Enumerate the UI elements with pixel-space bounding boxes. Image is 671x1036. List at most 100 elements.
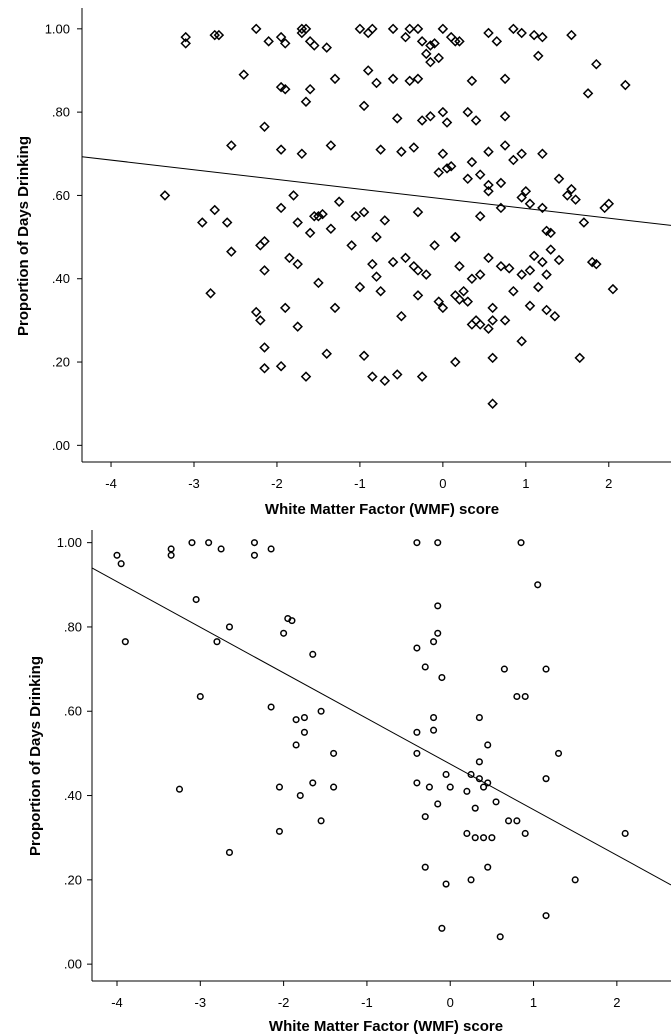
data-point [279,302,291,314]
data-point [238,69,250,80]
data-point [495,202,507,214]
data-point [275,31,287,43]
data-point [545,244,556,255]
scatter-chart-top: .00 .20 .40 .60 .80 1.00 -4 -3 -2 -1 0 1 2 White Mat… [15,8,671,518]
data-point [524,265,536,276]
data-point [484,741,492,749]
data-point [520,186,532,197]
y-tick-label: .80 [64,619,82,634]
data-point [541,304,552,316]
data-point [175,785,184,793]
data-point [480,783,488,791]
data-point [259,121,270,132]
data-point [329,73,341,85]
data-point [404,23,415,35]
y-tick-label: .60 [52,188,70,203]
data-point [553,254,565,266]
data-point [217,545,225,553]
tick-labels-bottom: .00 .20 .40 .60 .80 1.00 -4 -3 -2 -1 0 1 2 [57,535,621,1010]
data-point [578,217,590,228]
data-point [516,269,527,280]
data-point [416,36,428,47]
data-point [462,296,474,307]
data-point [542,775,550,783]
data-point [371,231,382,243]
data-point [296,23,308,35]
data-point [483,27,494,39]
y-tick-label: .00 [52,438,70,453]
data-point [284,252,295,264]
data-point [167,545,175,553]
data-point [537,31,548,43]
data-point [488,834,496,842]
data-point [463,829,471,838]
data-point [412,206,424,218]
data-point [309,40,320,51]
data-point [474,210,486,222]
data-point [517,539,525,547]
data-point [495,260,507,272]
data-point [358,350,370,362]
data-point [434,602,442,610]
y-tick-label: .40 [64,788,82,803]
data-point [421,813,429,821]
x-tick-label: 2 [613,995,620,1010]
data-point [275,144,287,155]
data-point [471,834,479,842]
data-point [205,539,213,547]
data-point [484,863,492,871]
data-point [309,779,317,787]
data-point [450,231,461,243]
data-point [542,912,550,920]
data-point [541,269,552,280]
data-point [121,638,129,646]
data-point [250,551,259,559]
data-point [421,48,432,60]
data-point [462,106,474,118]
data-point [570,194,581,205]
data-point [325,223,337,235]
data-point [475,714,483,722]
data-point [358,100,370,112]
data-point [421,269,432,280]
data-point [321,348,332,359]
data-point [528,29,540,41]
data-point [300,371,312,382]
data-point [296,791,304,800]
data-point [533,50,544,62]
x-axis-title-top: White Matter Factor (WMF) score [265,501,499,518]
data-point [354,23,366,35]
data-point [437,106,449,118]
data-point [226,140,237,151]
data-point [433,296,444,307]
data-point [412,23,424,35]
data-point [292,741,300,749]
data-point [621,829,629,838]
data-point [391,113,403,124]
data-point [330,783,338,791]
data-point [533,281,544,293]
points-top [159,23,631,409]
data-point [292,217,303,228]
data-point [225,848,234,856]
data-point [467,876,475,884]
data-point [387,73,399,85]
data-point [508,154,519,166]
data-point [537,256,548,268]
data-point [367,371,378,382]
data-point [603,198,615,210]
data-point [462,173,474,185]
data-point [333,196,345,207]
data-point [516,192,527,203]
data-point [483,323,494,334]
x-axis-title-bottom: White Matter Factor (WMF) score [269,1018,503,1035]
data-point [438,924,446,932]
data-point [188,539,196,547]
data-point [117,560,125,568]
data-point [309,210,320,222]
data-point [516,27,527,39]
y-axis-title-bottom: Proportion of Days Drinking [27,656,44,856]
data-point [450,36,461,47]
data-point [421,663,429,671]
data-point [304,36,316,47]
